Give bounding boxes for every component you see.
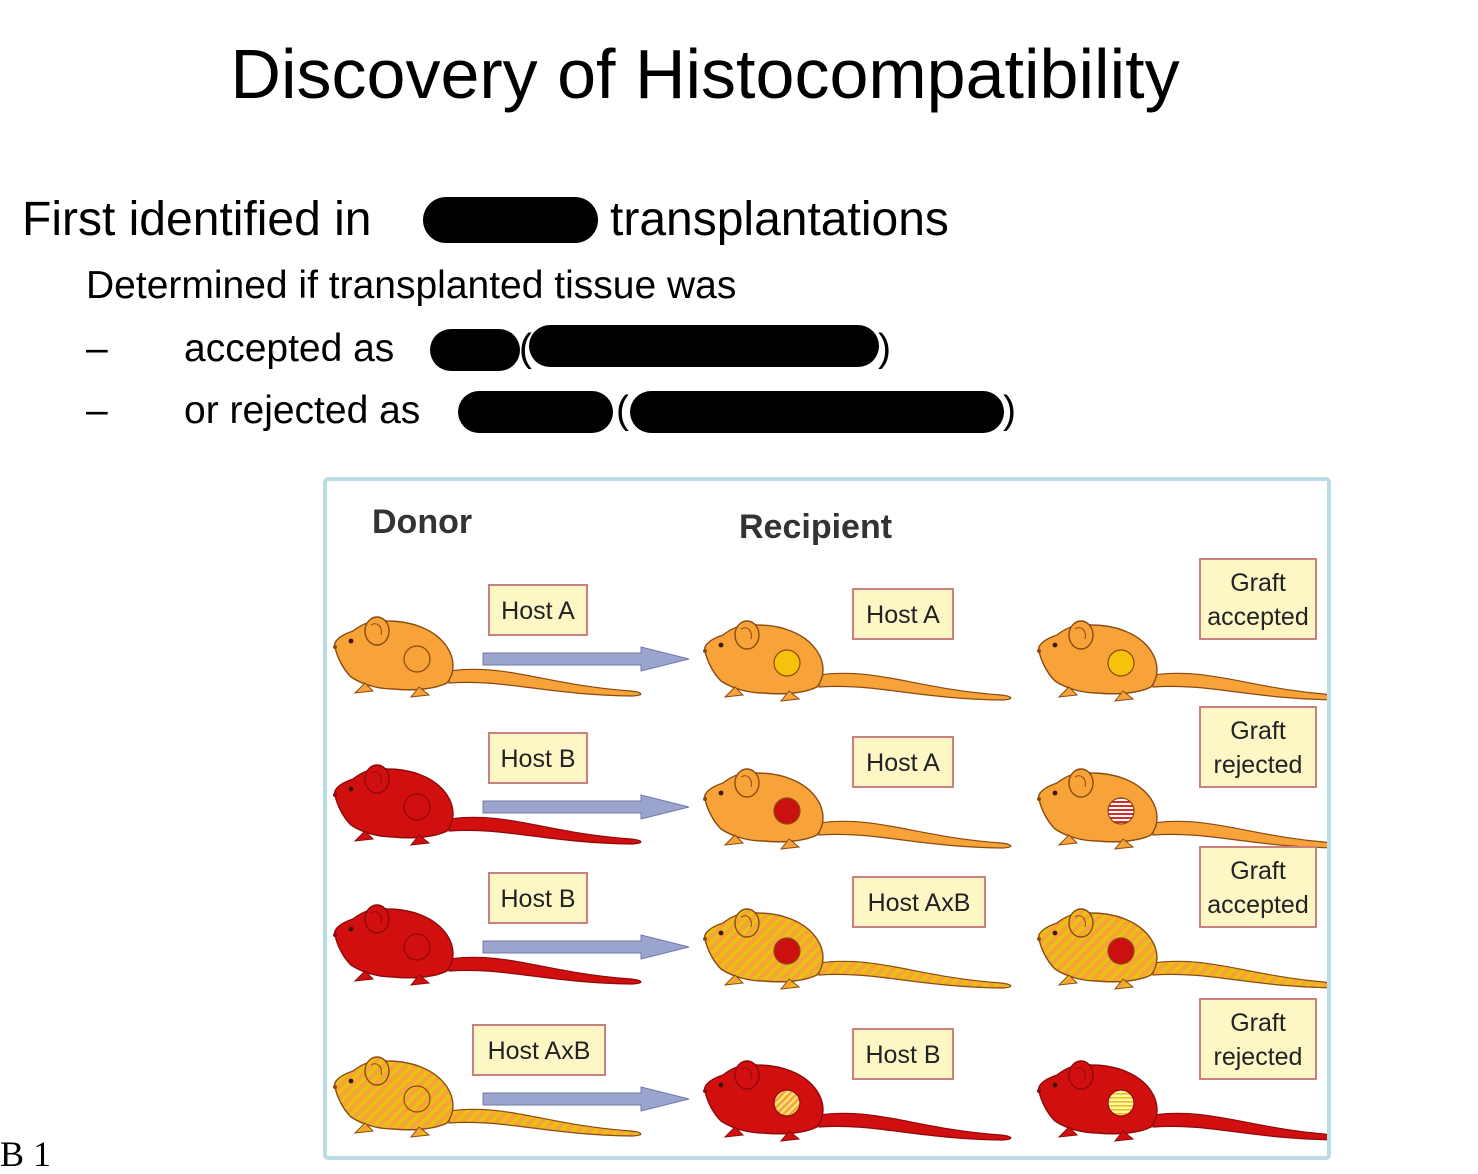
transplant-arrow <box>482 646 690 672</box>
intro-line-start: First identified in <box>22 193 372 246</box>
result-mouse <box>1037 620 1327 702</box>
label-text: Host A <box>866 749 940 777</box>
transplant-arrow <box>482 934 690 960</box>
bullet-dash: – <box>86 327 108 370</box>
paren-close: ) <box>878 327 891 370</box>
result-mouse <box>1037 768 1327 850</box>
recipient-label: Host AxB <box>852 876 986 928</box>
redaction-blob <box>430 329 520 371</box>
recipient-mouse <box>703 620 1012 702</box>
bullet-dash: – <box>86 389 108 432</box>
donor-label: Host B <box>488 872 588 924</box>
graft-result-label: Graft rejected <box>1199 998 1317 1080</box>
intro-line-end: transplantations <box>610 193 949 246</box>
recipient-mouse <box>703 908 1012 990</box>
bullet-rejected-text: or rejected as <box>184 389 421 432</box>
donor-label: Host A <box>488 584 588 636</box>
graft-result-label: Graft rejected <box>1199 706 1317 788</box>
recipient-label: Host A <box>852 736 954 788</box>
subheading-line: Determined if transplanted tissue was <box>86 264 737 307</box>
paren-open: ( <box>519 327 532 370</box>
recipient-label: Host B <box>852 1028 954 1080</box>
donor-column-header: Donor <box>372 503 472 541</box>
recipient-label: Host A <box>852 588 954 640</box>
donor-label: Host B <box>488 732 588 784</box>
donor-mouse <box>333 616 642 698</box>
label-text: Host B <box>500 885 575 913</box>
label-text: rejected <box>1214 751 1303 779</box>
label-text: Graft <box>1230 1009 1286 1037</box>
label-text: Host AxB <box>868 889 971 917</box>
label-text: rejected <box>1214 1043 1303 1071</box>
label-text: Host B <box>500 745 575 773</box>
label-text: accepted <box>1207 603 1308 631</box>
donor-label: Host AxB <box>472 1024 606 1076</box>
label-text: Graft <box>1230 569 1286 597</box>
redaction-blob <box>423 197 598 243</box>
graft-result-label: Graft accepted <box>1199 846 1317 928</box>
label-text: Graft <box>1230 857 1286 885</box>
graft-result-label: Graft accepted <box>1199 558 1317 640</box>
result-mouse <box>1037 908 1327 990</box>
slide-number: B 1 <box>0 1134 52 1174</box>
transplant-diagram: Donor Recipient Host A Host A Graft accepted H… <box>333 503 1327 1142</box>
transplant-arrow <box>482 1086 690 1112</box>
label-text: accepted <box>1207 891 1308 919</box>
transplant-arrow <box>482 794 690 820</box>
transplant-figure: Donor Recipient Host A Host A Graft accepted H… <box>323 477 1331 1160</box>
recipient-column-header: Recipient <box>739 508 892 546</box>
label-text: Host A <box>501 597 575 625</box>
recipient-mouse <box>703 768 1012 850</box>
paren-open: ( <box>616 389 629 432</box>
redaction-blob <box>529 325 879 367</box>
result-mouse <box>1037 1060 1327 1142</box>
label-text: Host AxB <box>488 1037 591 1065</box>
donor-mouse <box>333 1056 642 1138</box>
donor-mouse <box>333 764 642 846</box>
paren-close: ) <box>1003 389 1016 432</box>
slide-title: Discovery of Histocompatibility <box>230 35 1180 113</box>
recipient-mouse <box>703 1060 1012 1142</box>
redaction-blob <box>458 391 613 433</box>
label-text: Host B <box>865 1041 940 1069</box>
redaction-blob <box>630 391 1004 433</box>
bullet-accepted-text: accepted as <box>184 327 395 370</box>
donor-mouse <box>333 904 642 986</box>
label-text: Host A <box>866 601 940 629</box>
label-text: Graft <box>1230 717 1286 745</box>
